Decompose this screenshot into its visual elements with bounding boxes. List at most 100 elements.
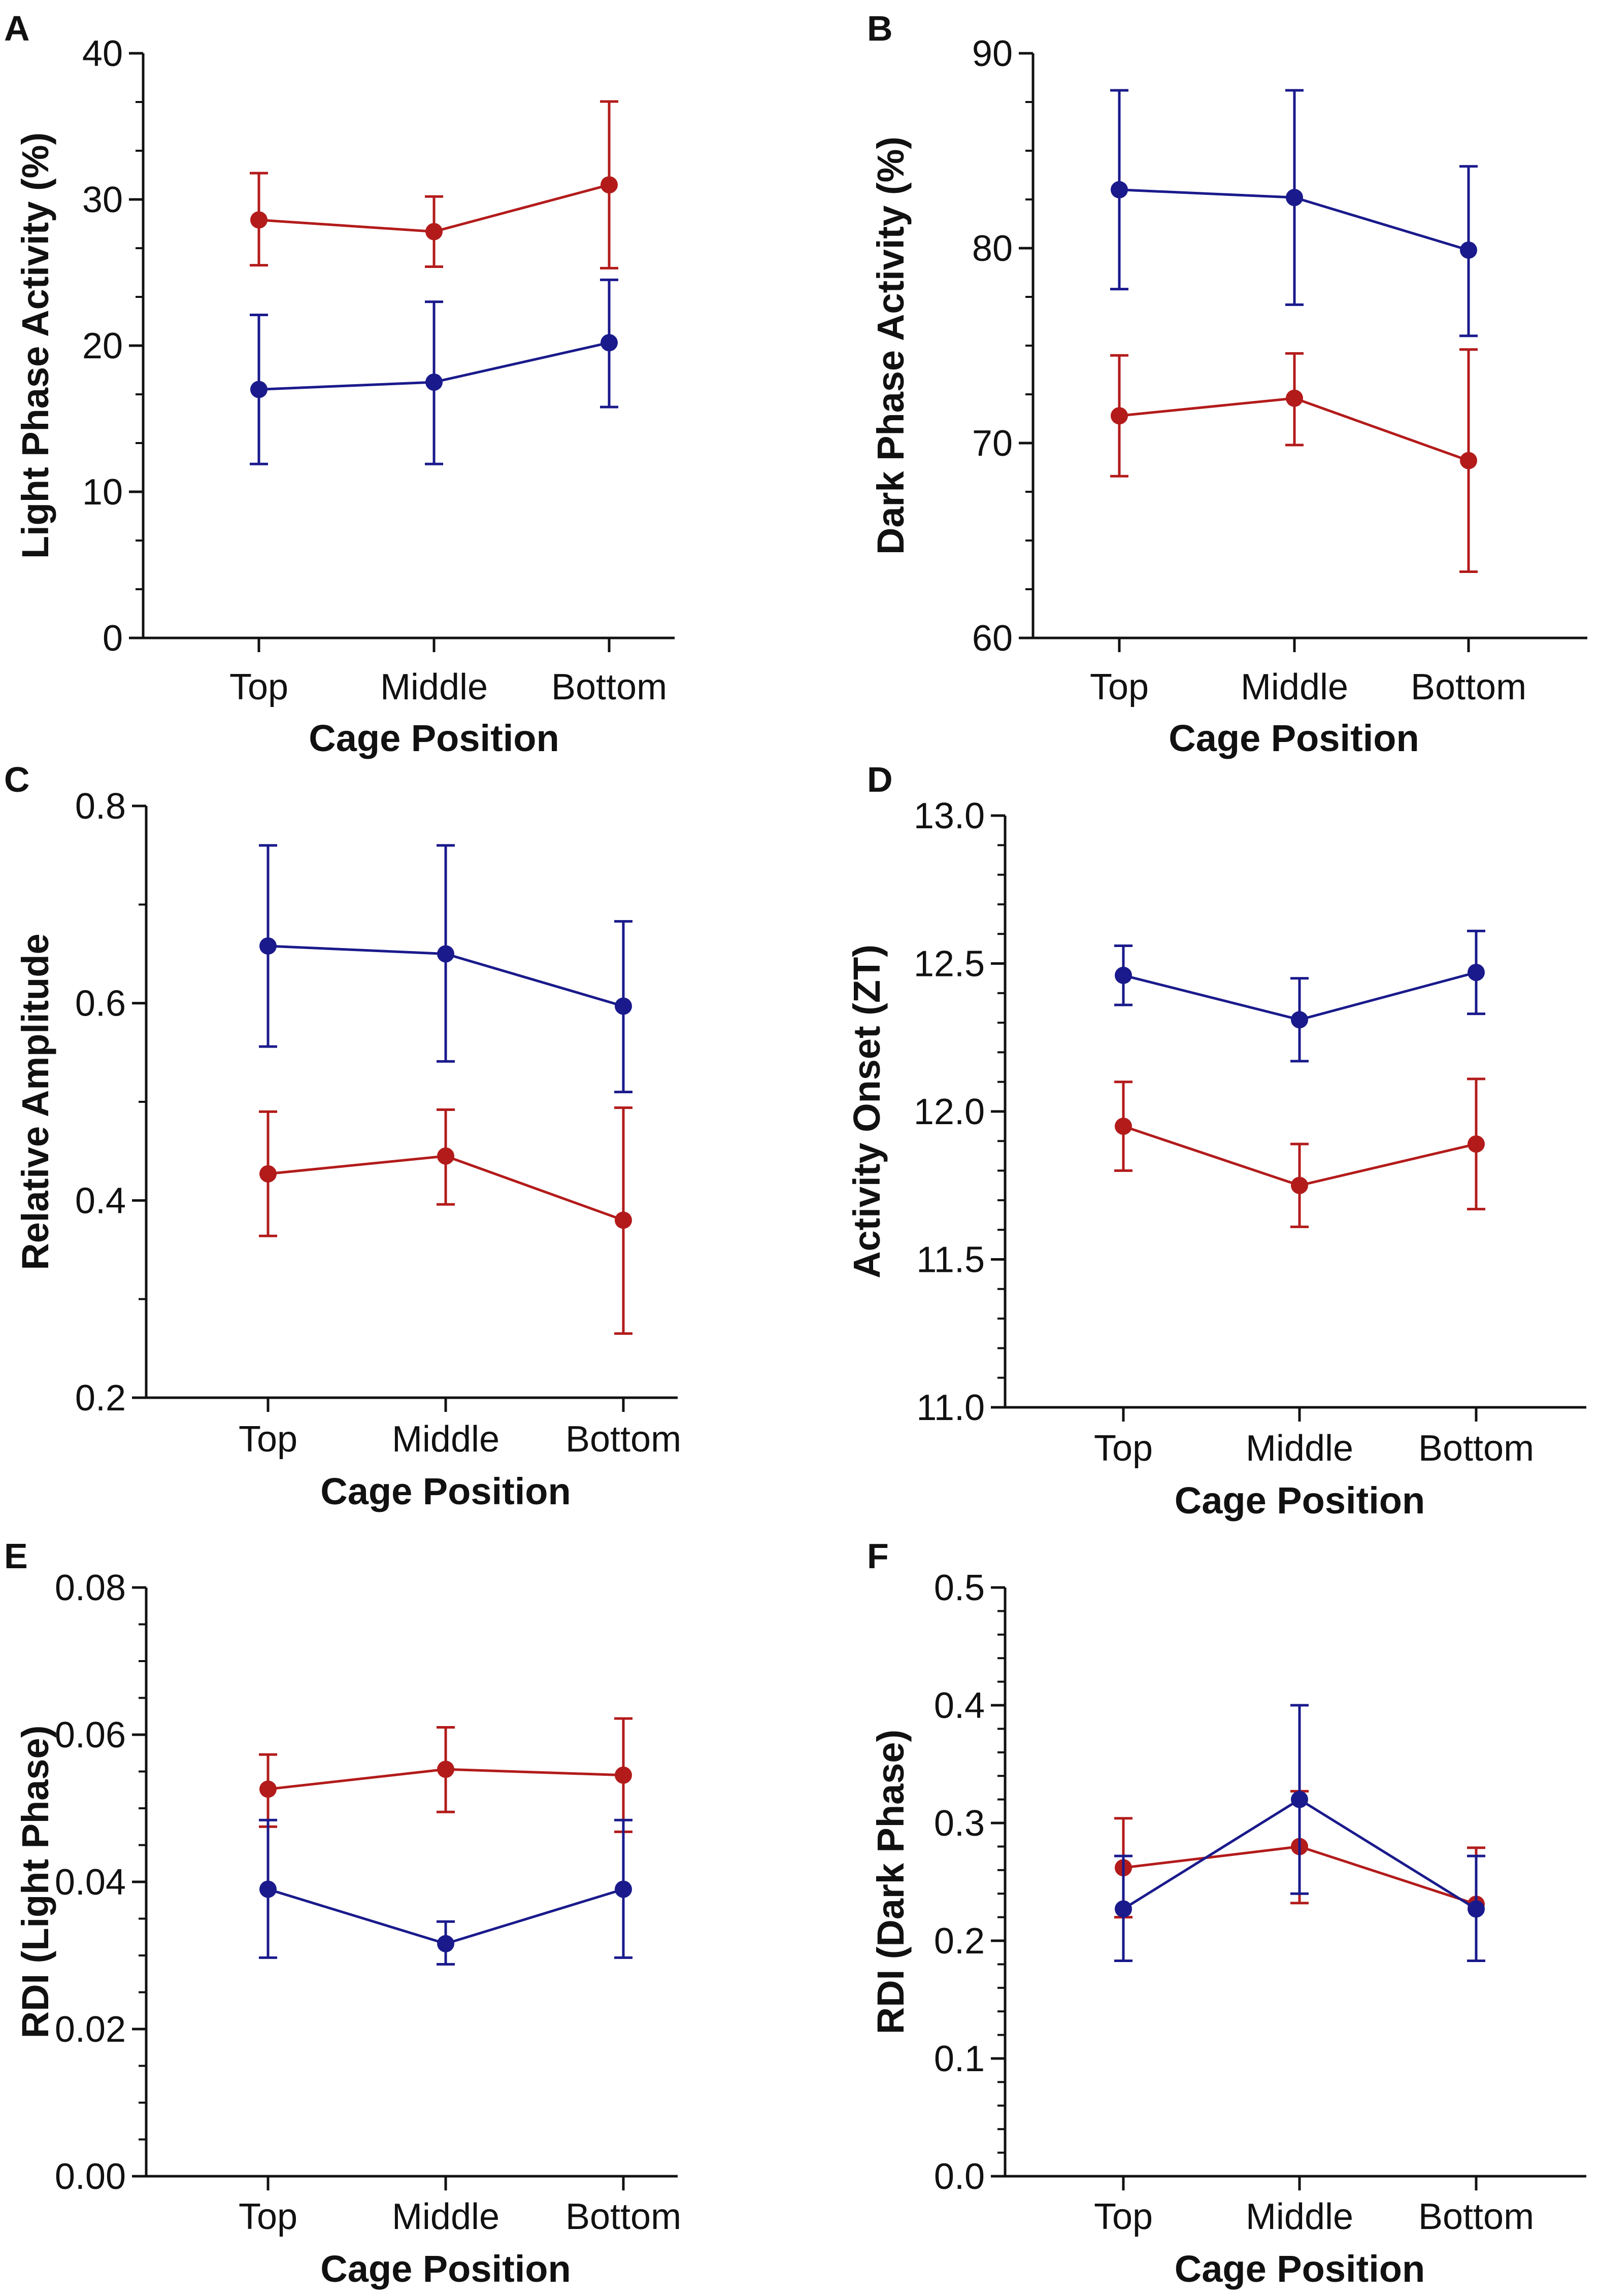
data-point bbox=[250, 211, 268, 229]
y-tick-label: 0 bbox=[103, 618, 123, 659]
y-tick-label: 0.8 bbox=[75, 786, 126, 827]
x-tick-label: Top bbox=[1094, 1428, 1153, 1469]
y-tick-label: 0.2 bbox=[75, 1378, 126, 1419]
y-tick-label: 70 bbox=[972, 423, 1013, 464]
y-tick-label: 0.6 bbox=[75, 984, 126, 1024]
y-axis-title: Activity Onset (ZT) bbox=[846, 944, 888, 1278]
panel-d: D 11.0 11.5 12.0 12.5 13.0 Top Middle Bottom Cage… bbox=[846, 760, 1586, 1522]
series-red bbox=[259, 1717, 632, 1833]
data-point bbox=[1115, 1118, 1132, 1135]
x-axis-title: Cage Position bbox=[320, 1470, 571, 1512]
y-tick-label: 90 bbox=[972, 33, 1013, 74]
y-tick-label: 0.06 bbox=[55, 1715, 126, 1755]
x-tick-label: Top bbox=[1090, 667, 1149, 707]
x-tick-label: Bottom bbox=[551, 667, 667, 707]
series-blue bbox=[259, 1818, 632, 1966]
y-axis-title: RDI (Light Phase) bbox=[14, 1726, 56, 2039]
data-point bbox=[615, 1766, 632, 1784]
series-blue bbox=[250, 278, 618, 465]
data-point bbox=[1468, 963, 1485, 981]
panel-a: A 0 10 20 30 40 Top Middle Bottom Cage Position Li… bbox=[4, 9, 675, 759]
panel-b: B 60 70 80 90 Top Middle Bottom Cage Position Dar… bbox=[867, 9, 1587, 759]
series-red bbox=[250, 100, 618, 269]
y-tick-label: 13.0 bbox=[914, 796, 985, 836]
x-tick-label: Top bbox=[239, 2197, 297, 2237]
x-tick-label: Bottom bbox=[565, 2197, 681, 2237]
data-point bbox=[437, 1935, 454, 1952]
data-point bbox=[1115, 1900, 1132, 1918]
data-point bbox=[1291, 1176, 1308, 1194]
data-point bbox=[601, 176, 618, 194]
x-tick-label: Middle bbox=[392, 2197, 499, 2237]
data-point bbox=[1111, 181, 1128, 198]
y-tick-label: 60 bbox=[972, 618, 1013, 659]
y-tick-label: 0.04 bbox=[55, 1862, 126, 1903]
data-point bbox=[1291, 1011, 1308, 1029]
panel-letter: E bbox=[4, 1536, 28, 1576]
series-red bbox=[1114, 1077, 1485, 1228]
data-point bbox=[1468, 1900, 1485, 1918]
data-point bbox=[1460, 241, 1477, 259]
x-tick-label: Middle bbox=[1241, 667, 1348, 707]
y-tick-label: 0.3 bbox=[934, 1803, 985, 1844]
y-tick-label: 10 bbox=[82, 472, 123, 513]
data-point bbox=[437, 945, 454, 963]
y-tick-label: 11.0 bbox=[916, 1388, 985, 1428]
x-axis-title: Cage Position bbox=[1169, 717, 1419, 759]
data-point bbox=[437, 1147, 454, 1165]
data-point bbox=[437, 1761, 454, 1778]
panel-e: E 0.00 0.02 0.04 0.06 0.08 Top Middle Bottom Cage… bbox=[4, 1536, 681, 2290]
panel-letter: C bbox=[4, 760, 30, 799]
data-point bbox=[1111, 407, 1128, 425]
series-red bbox=[259, 1106, 632, 1335]
y-tick-label: 0.4 bbox=[934, 1685, 985, 1726]
y-tick-label: 12.5 bbox=[914, 944, 985, 985]
data-point bbox=[259, 1780, 277, 1798]
x-tick-label: Bottom bbox=[1418, 2197, 1534, 2237]
x-axis-title: Cage Position bbox=[309, 717, 559, 759]
y-tick-label: 11.5 bbox=[916, 1240, 985, 1280]
x-tick-label: Middle bbox=[380, 667, 488, 707]
x-tick-label: Bottom bbox=[1418, 1428, 1534, 1469]
data-point bbox=[1115, 966, 1132, 984]
y-tick-label: 0.4 bbox=[75, 1180, 126, 1221]
x-axis-title: Cage Position bbox=[1175, 2248, 1425, 2290]
data-point bbox=[615, 1211, 632, 1229]
data-point bbox=[1468, 1135, 1485, 1153]
panel-letter: B bbox=[867, 9, 893, 48]
y-tick-label: 0.2 bbox=[934, 1921, 985, 1962]
y-axis-title: Dark Phase Activity (%) bbox=[870, 137, 912, 555]
y-tick-label: 0.1 bbox=[934, 2039, 985, 2079]
data-point bbox=[615, 997, 632, 1015]
y-tick-label: 20 bbox=[82, 326, 123, 366]
panel-letter: D bbox=[867, 760, 893, 799]
data-point bbox=[259, 937, 277, 955]
panel-c: C 0.2 0.4 0.6 0.8 Top Middle Bottom Cage Positio… bbox=[4, 760, 681, 1512]
x-tick-label: Top bbox=[239, 1419, 297, 1460]
y-tick-label: 0.5 bbox=[934, 1568, 985, 1608]
data-point bbox=[601, 334, 618, 352]
x-tick-label: Top bbox=[229, 667, 288, 707]
y-tick-label: 80 bbox=[972, 228, 1013, 269]
y-tick-label: 30 bbox=[82, 180, 123, 220]
x-axis-title: Cage Position bbox=[320, 2248, 571, 2290]
series-blue bbox=[1110, 89, 1478, 337]
data-point bbox=[250, 381, 268, 398]
y-tick-label: 0.08 bbox=[55, 1568, 126, 1608]
data-point bbox=[259, 1165, 277, 1183]
y-tick-label: 0.02 bbox=[55, 2009, 126, 2050]
x-axis-title: Cage Position bbox=[1175, 1479, 1425, 1522]
data-point bbox=[425, 374, 443, 391]
x-tick-label: Middle bbox=[392, 1419, 499, 1460]
series-blue bbox=[259, 844, 632, 1094]
y-tick-label: 0.00 bbox=[55, 2156, 126, 2197]
x-tick-label: Middle bbox=[1246, 1428, 1353, 1469]
y-axis-title: RDI (Dark Phase) bbox=[870, 1730, 912, 2034]
panel-letter: F bbox=[867, 1536, 889, 1576]
data-point bbox=[615, 1880, 632, 1898]
series-blue bbox=[1114, 1704, 1485, 1962]
panel-letter: A bbox=[4, 9, 30, 48]
x-tick-label: Bottom bbox=[1411, 667, 1526, 707]
series-red bbox=[1110, 348, 1478, 573]
